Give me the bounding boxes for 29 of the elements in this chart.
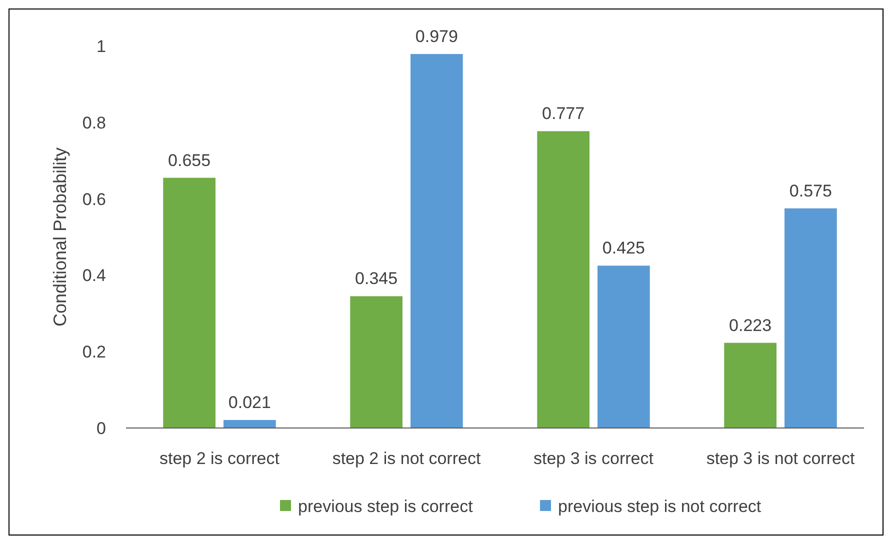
x-tick-label: step 3 is correct [534, 449, 654, 468]
bar [598, 266, 650, 428]
legend-label: previous step is correct [298, 496, 474, 516]
bar [410, 54, 463, 428]
x-tick-label: step 2 is not correct [332, 449, 481, 468]
data-label: 0.021 [228, 392, 271, 412]
y-tick-label: 0.6 [82, 190, 106, 209]
bar [784, 208, 837, 428]
x-tick-label: step 3 is not correct [706, 449, 855, 468]
y-tick-label: 0.2 [82, 342, 106, 362]
y-tick-label: 0.4 [82, 266, 106, 286]
y-tick-label: 0.8 [82, 113, 106, 132]
bar [537, 131, 590, 428]
bar [350, 296, 402, 428]
bar [163, 178, 216, 428]
data-label: 0.345 [355, 269, 398, 288]
bar [224, 420, 276, 428]
data-label: 0.575 [789, 181, 832, 200]
x-tick-label: step 2 is correct [160, 449, 280, 468]
y-tick-label: 1 [96, 36, 106, 56]
data-label: 0.223 [729, 316, 772, 335]
data-label: 0.777 [542, 104, 585, 124]
data-label: 0.425 [602, 238, 645, 258]
data-label: 0.979 [415, 27, 458, 46]
y-axis-title: Conditional Probability [50, 147, 70, 327]
data-label: 0.655 [168, 150, 211, 170]
legend-label: previous step is not correct [558, 496, 762, 516]
y-tick-label: 0 [96, 418, 106, 438]
bar [724, 342, 776, 428]
